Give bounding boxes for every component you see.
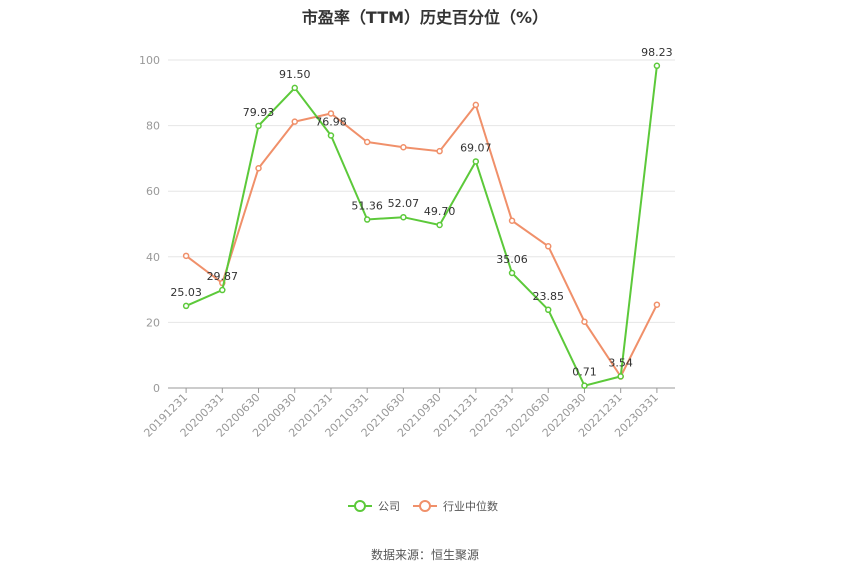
data-label: 79.93 [243,106,275,119]
data-label: 76.98 [315,116,347,129]
y-tick-label: 0 [153,382,160,395]
grid-layer [168,59,675,323]
company-point [400,213,407,221]
company-point [508,269,516,277]
data-label: 69.07 [460,141,492,154]
industry-point [291,118,298,125]
industry-point [545,243,552,250]
company-series-line [185,65,658,387]
source-note: 数据来源：恒生聚源 [370,548,479,562]
data-label: 35.06 [496,253,528,266]
label-layer: 25.03 29.87 79.93 91.50 76.98 51.36 52.07 49.70… [170,46,672,379]
data-label: 52.07 [388,197,420,210]
company-point [581,382,588,389]
industry-point [255,164,262,172]
industry-series-line [185,102,658,379]
industry-point [472,101,480,109]
data-label: 25.03 [170,286,202,299]
industry-point [327,110,335,117]
chart-title: 市盈率（TTM）历史百分位（%） [301,8,549,27]
company-point [545,306,552,314]
company-point [327,132,335,139]
axis-layer: 0204060801002019123120200331202006302020… [139,54,675,440]
legend-marker [354,500,366,512]
industry-point [400,143,407,151]
company-point [436,221,443,229]
data-label: 51.36 [351,200,383,213]
industry-point [653,301,661,308]
y-tick-label: 100 [139,54,160,67]
data-label: 29.87 [207,270,239,283]
company-point [472,158,480,165]
industry-point [436,147,443,155]
industry-point [363,138,371,146]
company-point [219,286,226,294]
industry-point [182,252,190,260]
company-point [617,373,624,380]
legend-item-industry[interactable]: 行业中位数 [413,499,498,513]
series-layer [182,62,661,389]
y-tick-label: 60 [146,185,160,198]
data-label: 98.23 [641,46,673,59]
industry-point [508,217,516,224]
data-label: 0.71 [572,366,597,379]
y-tick-label: 20 [146,316,160,329]
data-label: 3.54 [608,356,633,369]
legend-label: 行业中位数 [443,499,498,513]
legend: 公司 行业中位数 [348,499,498,513]
legend-marker [419,500,431,512]
data-label: 91.50 [279,68,311,81]
y-tick-label: 40 [146,251,160,264]
company-point [363,216,371,223]
company-point [182,302,190,310]
data-label: 49.70 [424,205,456,218]
industry-point [581,318,588,325]
legend-item-company[interactable]: 公司 [348,500,400,513]
data-label: 23.85 [533,290,565,303]
company-point [653,62,661,70]
company-point [291,84,298,92]
legend-label: 公司 [378,500,400,513]
company-point [255,122,262,130]
y-tick-label: 80 [146,120,160,133]
